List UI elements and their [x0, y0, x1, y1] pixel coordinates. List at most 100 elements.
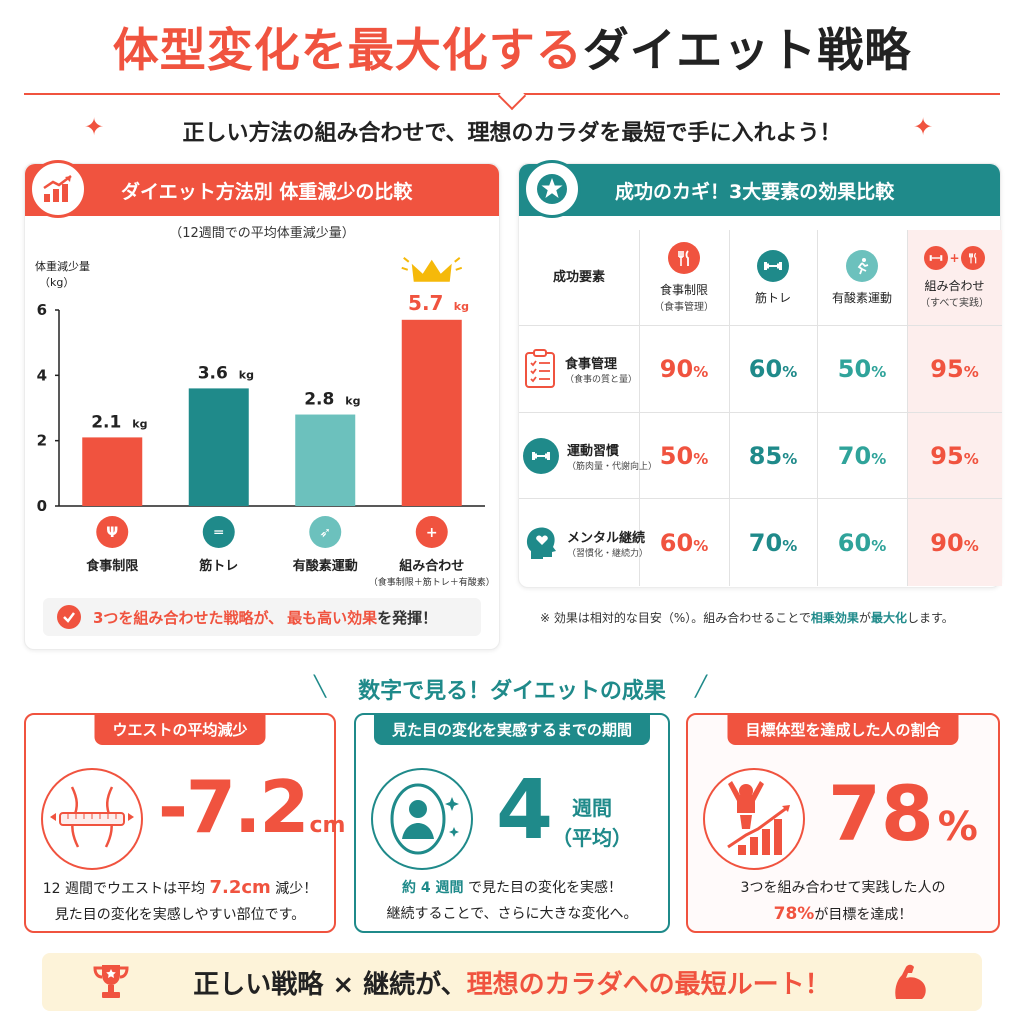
weight-loss-bar-chart: 体重減少量 （kg） 0 2 4 6 2.1 kg Ψ 食事制限 3.6 kg ═ 筋トレ 2.8 kg… — [35, 257, 495, 588]
category-label: 有酸素運動 — [293, 558, 358, 574]
callout-highlight: 最も高い効果 — [287, 608, 378, 627]
y-axis-label: 体重減少量 — [35, 259, 90, 273]
fork-knife-icon-glyph: Ψ — [106, 525, 118, 541]
table-row: 運動習慣 （筋肉量・代謝向上） 50% 85% 70% 95% — [519, 413, 1002, 499]
goal-stat-value: 78% — [828, 769, 978, 858]
bar-value-label: 5.7 — [408, 291, 443, 315]
runner-icon — [309, 516, 342, 548]
column-header-cardio: 有酸素運動 — [817, 230, 907, 325]
bar-value-unit: kg — [132, 417, 147, 430]
period-stat-description: 約 4 週間 で見た目の変化を実感！ 継続することで、さらに大きな変化へ。 — [386, 880, 638, 922]
bar-value-unit: kg — [454, 300, 469, 313]
bar — [188, 388, 249, 506]
bar — [82, 437, 143, 506]
column-header-strength: 筋トレ — [729, 230, 817, 325]
star-icon — [523, 160, 581, 218]
sparkle-line — [455, 266, 463, 271]
period-stat-card: 見た目の変化を実感するまでの期間 4 週間 （平均） 約 4 週間 で見た目の変… — [354, 713, 670, 933]
subtitle: 正しい方法の組み合わせで、理想のカラダを最短で手に入れよう！ — [182, 121, 842, 146]
sparkle-line — [403, 257, 410, 263]
y-tick-label: 6 — [37, 301, 47, 319]
check-icon — [57, 605, 81, 629]
flexed-arm-icon — [895, 964, 926, 999]
y-axis-unit: （kg） — [39, 276, 74, 289]
chart-note: （12週間での平均体重減少量） — [169, 226, 355, 241]
bottom-banner: 正しい戦略 × 継続が、 理想のカラダへの最短ルート！ — [42, 953, 982, 1011]
goal-stat-description: 3つを組み合わせて実践した人の 78%が目標を達成！ — [740, 880, 946, 924]
bar-value-label: 2.8 — [304, 390, 334, 410]
chart-card-heading: ダイエット方法別 体重減少の比較 — [121, 180, 413, 203]
emphasis-lines-icon: ╱ — [695, 674, 708, 698]
combo-icon — [415, 516, 448, 548]
callout-suffix: を発揮！ — [377, 608, 438, 627]
emphasis-lines-icon: ╲ — [314, 674, 327, 698]
dumbbell-icon — [523, 437, 559, 474]
dumbbell-icon — [757, 249, 789, 282]
runner-icon — [846, 249, 878, 282]
y-tick-label: 0 — [37, 497, 47, 515]
category-label: 組み合わせ — [399, 558, 464, 574]
results-section-title: 数字で見る！ダイエットの成果 — [358, 679, 666, 704]
fork-knife-icon — [96, 516, 129, 548]
trophy-icon — [93, 965, 129, 998]
growth-chart-icon — [29, 160, 87, 218]
table-card-header: 成功のカギ！3大要素の効果比較 — [519, 160, 1000, 218]
runner-icon-glyph: ➶ — [319, 525, 331, 541]
bar-value-unit: kg — [345, 395, 360, 408]
combo-column-highlight — [907, 230, 1002, 586]
category-note: （食事制限＋筋トレ＋有酸素） — [369, 576, 495, 588]
column-header-combo: + 組み合わせ （すべて実践） — [907, 230, 1002, 325]
sparkle-icon: ✦ — [84, 113, 105, 141]
title-rest: ダイエット戦略 — [582, 23, 912, 77]
combo-icon: + — [924, 246, 985, 270]
period-stat-value: 4 — [496, 763, 554, 858]
table-footnote: ※ 効果は相対的な目安（%）。組み合わせることで相乗効果が最大化します。 — [540, 611, 954, 625]
bar-value-label: 2.1 — [91, 412, 121, 432]
dumbbell-icon-glyph: ═ — [214, 525, 224, 541]
callout-text: 3つを組み合わせた戦略が、 — [93, 608, 284, 627]
column-header-diet: 食事制限 （食事管理） — [639, 230, 729, 325]
factor-comparison-card: 成功のカギ！3大要素の効果比較 成功要素 食事制限 （食事管理） 筋トレ — [518, 160, 1002, 588]
banner-text: 正しい戦略 × 継続が、 — [193, 969, 467, 1000]
bar-value-unit: kg — [239, 368, 254, 381]
goal-stat-tag: 目標体型を達成した人の割合 — [727, 713, 959, 745]
bar-value-label: 3.6 — [198, 363, 228, 383]
success-person-icon — [703, 768, 805, 870]
goal-stat-card: 目標体型を達成した人の割合 78% 3つを組み合わせて実践した人の 78%が目標… — [686, 713, 1000, 933]
page-title: 体型変化を最大化するダイエット戦略 — [0, 14, 1024, 80]
table-row: 食事管理 （食事の質と量） 90% 60% 50% 95% — [519, 326, 1002, 413]
bar — [295, 414, 356, 506]
dumbbell-icon — [202, 516, 235, 548]
waist-stat-value: -7.2cm — [158, 765, 346, 849]
category-label: 筋トレ — [198, 558, 238, 574]
waist-stat-tag: ウエストの平均減少 — [94, 713, 266, 745]
chart-card-header: ダイエット方法別 体重減少の比較 — [25, 160, 499, 218]
mirror-person-icon — [371, 768, 473, 870]
y-tick-label: 4 — [37, 366, 47, 384]
category-label: 食事制限 — [86, 558, 139, 574]
sparkle-icon: ✦ — [913, 113, 934, 141]
waist-measure-icon — [41, 768, 143, 870]
title-underline-notch — [497, 81, 527, 111]
period-stat-tag: 見た目の変化を実感するまでの期間 — [373, 713, 651, 745]
waist-stat-description: 12 週間でウエストは平均 7.2cm 減少！ 見た目の変化を実感しやすい部位で… — [42, 877, 318, 923]
period-stat-unit: 週間 （平均） — [552, 796, 632, 850]
sparkle-line — [401, 266, 409, 271]
fork-knife-icon — [668, 242, 700, 274]
checklist-icon — [525, 349, 555, 388]
combo-icon-glyph: + — [426, 525, 438, 541]
y-tick-label: 2 — [37, 432, 47, 450]
title-highlight: 体型変化を最大化する — [112, 23, 583, 77]
sparkle-line — [454, 257, 461, 263]
weight-loss-chart-card: ダイエット方法別 体重減少の比較 （12週間での平均体重減少量） 体重減少量 （… — [24, 160, 500, 650]
crown-icon — [411, 259, 452, 282]
bar — [401, 319, 462, 506]
banner-highlight: 理想のカラダへの最短ルート！ — [466, 969, 831, 1000]
head-heart-icon — [526, 526, 556, 559]
table-row: メンタル継続 （習慣化・継続力） 60% 70% 60% 90% — [519, 499, 1002, 586]
chart-callout: 3つを組み合わせた戦略が、 最も高い効果 を発揮！ — [43, 598, 481, 636]
waist-stat-card: ウエストの平均減少 -7.2cm 12 週間でウエストは平均 7.2cm 減少！… — [24, 713, 345, 933]
table-card-heading: 成功のカギ！3大要素の効果比較 — [615, 180, 895, 203]
corner-label: 成功要素 — [552, 269, 605, 285]
table-header-row: 成功要素 食事制限 （食事管理） 筋トレ 有酸素運動 — [519, 230, 1002, 326]
